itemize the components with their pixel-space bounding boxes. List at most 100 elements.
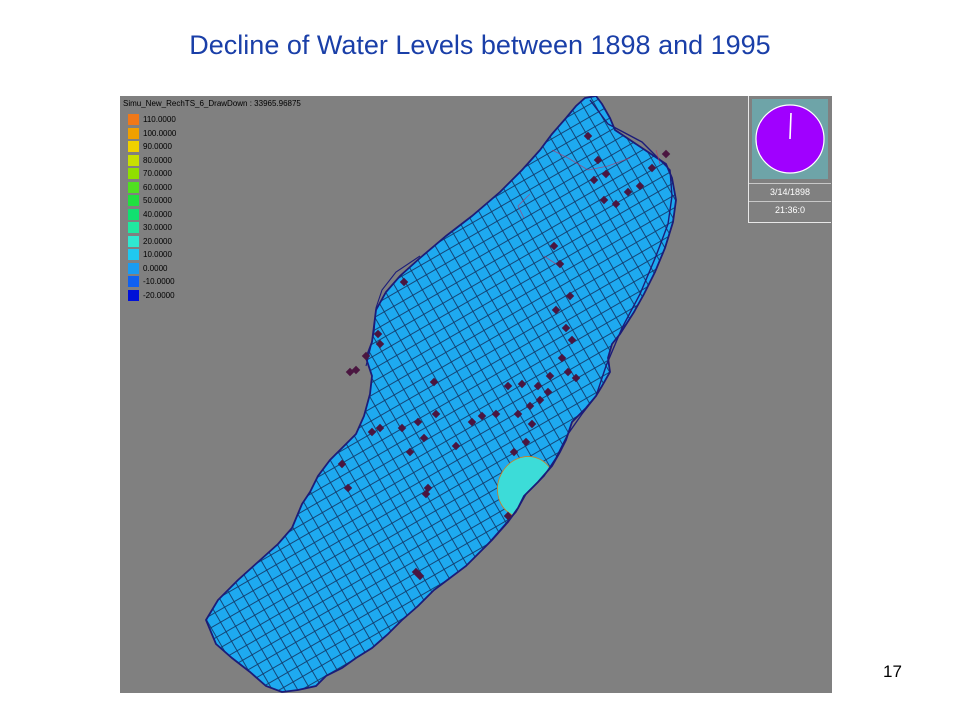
legend-label: 40.0000 <box>143 209 172 219</box>
well-marker <box>571 373 581 383</box>
legend-label: 20.0000 <box>143 236 172 246</box>
well-marker <box>375 423 385 433</box>
well-marker <box>513 409 523 419</box>
simulation-clock: 3/14/1898 21:36:0 <box>748 96 831 223</box>
model-domain <box>205 96 677 693</box>
well-marker <box>477 411 487 421</box>
well-marker <box>405 447 415 457</box>
legend-label: 0.0000 <box>143 263 168 273</box>
well-marker <box>361 351 371 361</box>
legend-swatch <box>128 249 139 261</box>
legend-swatch <box>128 141 139 153</box>
well-marker <box>533 381 543 391</box>
well-marker <box>503 381 513 391</box>
well-marker <box>373 329 383 339</box>
legend-entry: 0.0000 <box>128 262 176 276</box>
well-marker <box>451 441 461 451</box>
river-boundary <box>487 99 673 545</box>
legend-label: 110.0000 <box>143 115 176 125</box>
well-marker <box>431 409 441 419</box>
well-marker <box>561 323 571 333</box>
well-marker <box>413 417 423 427</box>
legend-swatch <box>128 168 139 180</box>
well-marker <box>491 409 501 419</box>
well-marker <box>551 305 561 315</box>
legend-swatch <box>128 276 139 288</box>
well-marker <box>545 371 555 381</box>
legend-swatch <box>128 235 139 247</box>
run-title: Simu_New_RechTS_6_DrawDown : 33965.96875 <box>123 99 301 108</box>
well-marker <box>517 379 527 389</box>
legend-entry: 20.0000 <box>128 235 176 249</box>
well-marker <box>525 401 535 411</box>
legend-entry: 70.0000 <box>128 167 176 181</box>
legend-label: 80.0000 <box>143 155 172 165</box>
map-panel[interactable]: Simu_New_RechTS_6_DrawDown : 33965.96875… <box>120 96 832 693</box>
well-marker <box>535 395 545 405</box>
legend-label: 90.0000 <box>143 142 172 152</box>
legend-entry: 30.0000 <box>128 221 176 235</box>
legend-label: 60.0000 <box>143 182 172 192</box>
well-marker <box>419 433 429 443</box>
legend-swatch <box>128 154 139 166</box>
legend-entry: 60.0000 <box>128 181 176 195</box>
well-marker <box>421 489 431 499</box>
well-marker <box>521 437 531 447</box>
well-marker <box>527 419 537 429</box>
clock-icon <box>755 104 825 174</box>
western-boundary <box>365 255 421 367</box>
legend-swatch <box>128 222 139 234</box>
legend-entry: -20.0000 <box>128 289 176 303</box>
clock-date: 3/14/1898 <box>769 187 811 197</box>
legend-label: 70.0000 <box>143 169 172 179</box>
legend-label: 100.0000 <box>143 128 177 138</box>
legend-entry: 50.0000 <box>128 194 176 208</box>
legend-label: 30.0000 <box>143 223 172 233</box>
well-marker <box>557 353 567 363</box>
well-marker <box>543 387 553 397</box>
model-map[interactable] <box>120 96 832 693</box>
well-marker <box>467 417 477 427</box>
model-grid <box>206 96 676 692</box>
clock-hand <box>789 112 792 140</box>
well-marker <box>375 339 385 349</box>
legend-entry: 10.0000 <box>128 248 176 262</box>
legend-swatch <box>128 127 139 139</box>
legend-swatch <box>128 195 139 207</box>
well-marker <box>429 377 439 387</box>
legend-label: 10.0000 <box>143 250 172 260</box>
well-marker <box>397 423 407 433</box>
clock-time: 21:36:0 <box>774 205 806 215</box>
well-marker <box>563 367 573 377</box>
legend-entry: -10.0000 <box>128 275 176 289</box>
well-marker <box>509 447 519 457</box>
legend-swatch <box>128 181 139 193</box>
well-marker <box>555 259 565 269</box>
color-legend: 110.0000 100.0000 90.0000 80.0000 70.0000 60.… <box>128 113 176 302</box>
legend-swatch <box>128 289 139 301</box>
well-marker <box>415 571 425 581</box>
water-tributaries <box>517 149 661 265</box>
legend-swatch <box>128 208 139 220</box>
page-number: 17 <box>883 662 902 681</box>
legend-swatch <box>128 262 139 274</box>
well-marker <box>661 149 671 159</box>
legend-label: 50.0000 <box>143 196 172 206</box>
well-marker <box>567 335 577 345</box>
legend-entry: 100.0000 <box>128 127 176 141</box>
well-marker <box>367 427 377 437</box>
legend-entry: 110.0000 <box>128 113 176 127</box>
well-marker <box>503 511 513 521</box>
legend-label: -10.0000 <box>143 277 175 287</box>
well-marker <box>343 483 353 493</box>
clock-divider <box>749 183 831 184</box>
clock-divider-2 <box>749 201 831 202</box>
legend-entry: 40.0000 <box>128 208 176 222</box>
well-marker <box>565 291 575 301</box>
slide-title: Decline of Water Levels between 1898 and… <box>189 30 771 60</box>
legend-entry: 90.0000 <box>128 140 176 154</box>
well-marker <box>345 367 355 377</box>
legend-label: -20.0000 <box>143 290 175 300</box>
well-marker <box>337 459 347 469</box>
legend-swatch <box>128 114 139 126</box>
